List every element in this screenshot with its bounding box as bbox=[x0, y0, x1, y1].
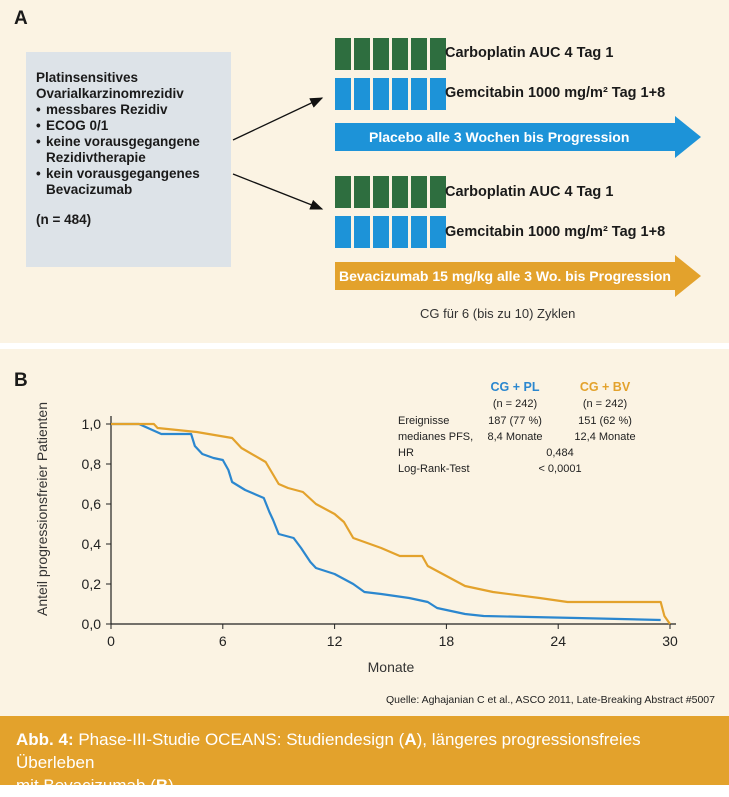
inclusion-title-line2: Ovarialkarzinomrezidiv bbox=[36, 86, 184, 101]
stats-n-pl: (n = 242) bbox=[493, 398, 537, 410]
stats-value-pl: 8,4 Monate bbox=[487, 431, 542, 443]
carboplatin-cycles-arm1 bbox=[335, 38, 449, 70]
y-tick-label: 0,2 bbox=[82, 576, 102, 592]
x-axis-label: Monate bbox=[368, 659, 415, 675]
criterion-text: keine vorausgegangene bbox=[46, 134, 200, 149]
caption-text: Phase-III-Studie OCEANS: Studiendesign ( bbox=[73, 730, 405, 749]
stats-header-pl: CG + PL bbox=[491, 380, 540, 394]
stats-value-bv: 151 (62 %) bbox=[578, 415, 632, 427]
inclusion-title-line1: Platinsensitives bbox=[36, 70, 139, 85]
gemcitabine-label-arm1: Gemcitabin 1000 mg/m² Tag 1+8 bbox=[445, 85, 666, 101]
gemcitabine-cycles-arm1 bbox=[335, 78, 449, 110]
stats-value: 0,484 bbox=[546, 447, 574, 459]
y-tick-label: 0,4 bbox=[82, 536, 102, 552]
stats-value: < 0,0001 bbox=[538, 463, 581, 475]
panel-b-letter: B bbox=[14, 370, 28, 391]
x-tick-label: 6 bbox=[219, 633, 227, 649]
x-tick-label: 18 bbox=[439, 633, 455, 649]
stats-row-label: medianes PFS, bbox=[398, 431, 473, 443]
caption-prefix: Abb. 4: bbox=[16, 730, 74, 749]
arrow-to-arm2 bbox=[232, 173, 324, 210]
gemcitabine-label-arm2: Gemcitabin 1000 mg/m² Tag 1+8 bbox=[445, 224, 666, 240]
x-tick-label: 24 bbox=[550, 633, 566, 649]
carboplatin-label-arm1: Carboplatin AUC 4 Tag 1 bbox=[445, 45, 614, 61]
cycles-note: CG für 6 (bis zu 10) Zyklen bbox=[420, 306, 576, 321]
panel-b: B bbox=[0, 349, 729, 716]
x-tick-label: 12 bbox=[327, 633, 343, 649]
criterion-text-cont: Bevacizumab bbox=[46, 182, 133, 197]
caption-ref-a: A bbox=[404, 730, 417, 749]
caption-text: ) bbox=[168, 776, 174, 795]
inclusion-criteria-box: Platinsensitives Ovarialkarzinomrezidiv … bbox=[26, 52, 231, 267]
stats-header-bv: CG + BV bbox=[580, 380, 631, 394]
criterion-item: keine vorausgegangene bbox=[36, 134, 231, 150]
y-axis-label: Anteil progressionsfreier Patienten bbox=[34, 402, 50, 616]
y-tick-label: 0,6 bbox=[82, 496, 102, 512]
arrow-to-arm1 bbox=[232, 97, 324, 141]
sample-size: (n = 484) bbox=[36, 212, 92, 227]
x-tick-label: 30 bbox=[662, 633, 678, 649]
carboplatin-cycles-arm2 bbox=[335, 176, 449, 208]
criterion-text-cont: Rezidivtherapie bbox=[46, 150, 146, 165]
criterion-text: kein vorausgegangenes bbox=[46, 166, 200, 181]
criterion-item: kein vorausgegangenes bbox=[36, 166, 231, 182]
pfs-kaplan-meier-chart: 0 6 12 18 24 30 0,0 0,2 0,4 0,6 0,8 1,0 Anteil prog… bbox=[34, 380, 678, 675]
y-tick-label: 0,8 bbox=[82, 456, 102, 472]
source-citation: Quelle: Aghajanian C et al., ASCO 2011, … bbox=[385, 694, 715, 706]
criterion-text: messbares Rezidiv bbox=[46, 102, 168, 117]
stats-row-label: HR bbox=[398, 447, 414, 459]
series-line-cg-pl bbox=[111, 422, 661, 622]
placebo-arrow-label: Placebo alle 3 Wochen bis Progression bbox=[369, 129, 630, 145]
figure-caption: Abb. 4: Phase-III-Studie OCEANS: Studien… bbox=[0, 716, 729, 795]
panel-a: A Platinsensitives Ovarialkarzinomrezidi… bbox=[0, 0, 729, 343]
caption-ref-b: B bbox=[155, 776, 169, 795]
y-tick-label: 0,0 bbox=[82, 616, 102, 632]
stats-value-pl: 187 (77 %) bbox=[488, 415, 542, 427]
randomization-arrows bbox=[232, 97, 324, 210]
x-tick-label: 0 bbox=[107, 633, 115, 649]
series-line-cg-bv bbox=[111, 422, 671, 625]
arrow-head bbox=[675, 255, 701, 297]
bevacizumab-arrow-label: Bevacizumab 15 mg/kg alle 3 Wo. bis Prog… bbox=[339, 268, 671, 284]
placebo-arrow: Placebo alle 3 Wochen bis Progression bbox=[335, 116, 701, 158]
stats-table: CG + PL CG + BV (n = 242) (n = 242) Erei… bbox=[398, 380, 636, 475]
stats-row-label: Ereignisse bbox=[398, 415, 449, 427]
gemcitabine-cycles-arm2 bbox=[335, 216, 449, 248]
arrow-head bbox=[675, 116, 701, 158]
caption-text: mit Bevacizumab ( bbox=[16, 776, 156, 795]
criterion-item: ECOG 0/1 bbox=[36, 118, 231, 134]
chart-ticks: 0 6 12 18 24 30 0,0 0,2 0,4 0,6 0,8 1,0 bbox=[82, 416, 678, 649]
carboplatin-label-arm2: Carboplatin AUC 4 Tag 1 bbox=[445, 184, 614, 200]
panel-a-letter: A bbox=[14, 8, 28, 29]
bevacizumab-arrow: Bevacizumab 15 mg/kg alle 3 Wo. bis Prog… bbox=[335, 255, 701, 297]
stats-value-bv: 12,4 Monate bbox=[574, 431, 635, 443]
criterion-text: ECOG 0/1 bbox=[46, 118, 109, 133]
chart-lines bbox=[111, 422, 671, 625]
caption-text: ), längeres progressionsfreies Überleben bbox=[16, 730, 641, 772]
chart-axes bbox=[110, 416, 676, 625]
criterion-item: messbares Rezidiv bbox=[36, 102, 231, 118]
stats-row-label: Log-Rank-Test bbox=[398, 463, 470, 475]
y-tick-label: 1,0 bbox=[82, 416, 102, 432]
stats-n-bv: (n = 242) bbox=[583, 398, 627, 410]
